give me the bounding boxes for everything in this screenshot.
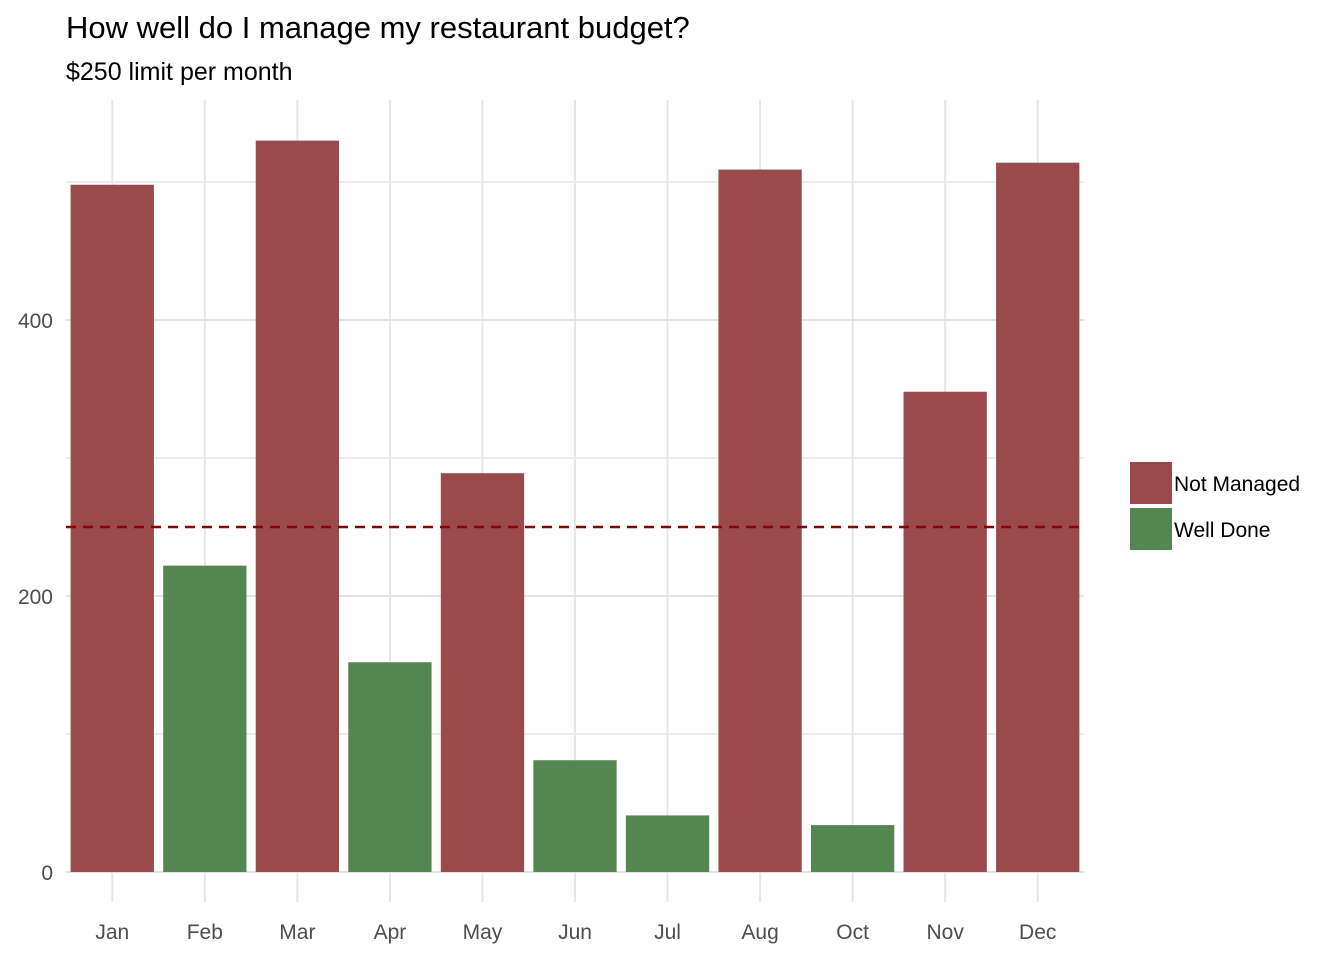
x-tick-label: Jan: [95, 921, 129, 944]
x-tick-label: Aug: [741, 921, 778, 944]
bar-apr: [348, 662, 432, 872]
y-tick-label: 400: [18, 310, 53, 333]
x-tick-label: Nov: [927, 921, 965, 944]
bar-jan: [70, 184, 154, 872]
legend-label: Not Managed: [1174, 473, 1300, 496]
x-tick-label: Jun: [558, 921, 592, 944]
x-tick-label: Feb: [187, 921, 223, 944]
y-tick-label: 200: [18, 586, 53, 609]
x-tick-label: Dec: [1019, 921, 1056, 944]
x-tick-label: Mar: [279, 921, 315, 944]
bar-aug: [718, 169, 802, 872]
legend: Not Managed Well Done: [1130, 462, 1300, 550]
chart-subtitle: $250 limit per month: [66, 58, 293, 86]
bar-dec: [996, 162, 1080, 872]
bar-jun: [533, 760, 617, 872]
legend-key-not-managed: [1130, 462, 1172, 504]
x-tick-label: May: [463, 921, 503, 944]
bar-may: [440, 473, 525, 872]
bar-feb: [163, 565, 247, 872]
x-tick-label: Apr: [374, 921, 407, 944]
x-tick-label: Oct: [836, 921, 869, 944]
y-tick-label: 0: [41, 862, 53, 885]
axes: Jan Feb Mar Apr May Jun Jul Aug Oct Nov Dec 0 200 400: [18, 310, 1056, 944]
bars: [70, 140, 1080, 873]
bar-jul: [625, 815, 710, 872]
legend-key-well-done: [1130, 508, 1172, 550]
x-tick-label: Jul: [654, 921, 681, 944]
bar-oct: [810, 825, 895, 872]
legend-label: Well Done: [1174, 519, 1271, 542]
bar-mar: [255, 140, 340, 873]
chart-title: How well do I manage my restaurant budge…: [66, 10, 690, 45]
bar-nov: [903, 391, 987, 872]
